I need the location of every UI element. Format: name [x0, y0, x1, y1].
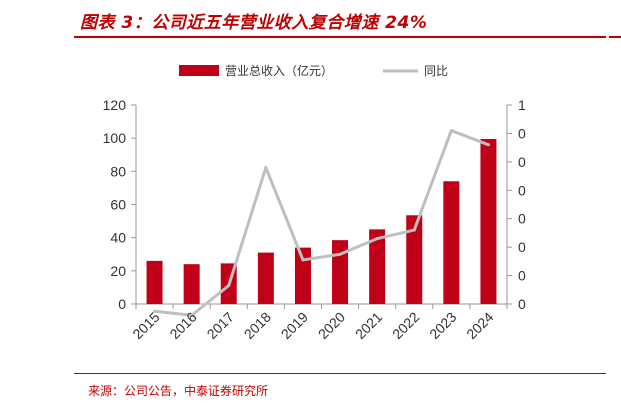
x-tick-label: 2022	[389, 309, 422, 342]
line-series	[153, 129, 490, 317]
line-point	[375, 237, 379, 241]
bar	[443, 181, 460, 304]
source-note: 来源：公司公告，中泰证券研究所	[88, 384, 269, 398]
line-point	[153, 309, 157, 313]
bar	[146, 260, 163, 304]
y-tick-label-right: 0	[518, 211, 526, 227]
line-point	[190, 313, 194, 317]
bar	[257, 252, 274, 304]
y-tick-label-left: 60	[110, 197, 126, 213]
line-point	[486, 143, 490, 147]
x-tick-label: 2024	[463, 309, 496, 342]
chart-legend: 营业总收入（亿元） 同比	[179, 63, 448, 78]
legend-label-bar: 营业总收入（亿元）	[225, 63, 333, 78]
y-tick-label-right: 0	[518, 154, 526, 170]
growth-line	[154, 129, 489, 317]
bar	[294, 247, 311, 304]
title-bar: 图表 3：公司近五年营业收入复合增速 24%	[0, 0, 621, 40]
line-point	[264, 166, 268, 170]
bar	[406, 215, 423, 304]
bar-series	[146, 138, 497, 304]
line-point	[449, 129, 453, 133]
figure-title: 图表 3：公司近五年营业收入复合增速 24%	[80, 13, 428, 33]
y-tick-label-right: 0	[518, 239, 526, 255]
legend-swatch-bar	[179, 65, 219, 76]
x-tick-label: 2020	[315, 309, 348, 342]
line-point	[412, 228, 416, 232]
y-tick-label-left: 40	[110, 230, 126, 246]
bar	[332, 240, 349, 304]
y-tick-label-right: 0	[518, 296, 526, 312]
y-tick-label-left: 100	[103, 130, 127, 146]
revenue-chart: 营业总收入（亿元） 同比 0 20 40 60 80 100 120 0 0 0 0 0 0 0 1 2015 2…	[103, 63, 526, 342]
bar	[480, 138, 497, 304]
title-divider	[74, 36, 606, 38]
y-tick-label-left: 120	[103, 97, 127, 113]
chart-area: 营业总收入（亿元） 同比 0 20 40 60 80 100 120 0 0 0 0 0 0 0 1 2015 2…	[0, 40, 621, 370]
y-tick-label-right: 0	[518, 182, 526, 198]
x-tick-label: 2023	[426, 309, 459, 342]
y-tick-label-left: 0	[118, 296, 126, 312]
line-point	[227, 284, 231, 288]
x-tick-label: 2018	[241, 309, 274, 342]
x-tick-label: 2021	[352, 309, 385, 342]
x-tick-label: 2017	[204, 309, 237, 342]
y-tick-label-right: 1	[518, 97, 526, 113]
x-tick-label: 2015	[129, 309, 162, 342]
y-tick-label-right: 0	[518, 125, 526, 141]
line-point	[338, 252, 342, 256]
source-divider	[74, 373, 606, 374]
neighbor-panel-divider	[609, 36, 621, 38]
y-tick-label-left: 20	[110, 263, 126, 279]
y-tick-label-left: 80	[110, 163, 126, 179]
bar	[369, 229, 386, 304]
line-point	[301, 258, 305, 262]
legend-label-line: 同比	[424, 64, 448, 78]
bar	[183, 264, 200, 304]
y-tick-label-right: 0	[518, 268, 526, 284]
x-tick-label: 2019	[278, 309, 311, 342]
